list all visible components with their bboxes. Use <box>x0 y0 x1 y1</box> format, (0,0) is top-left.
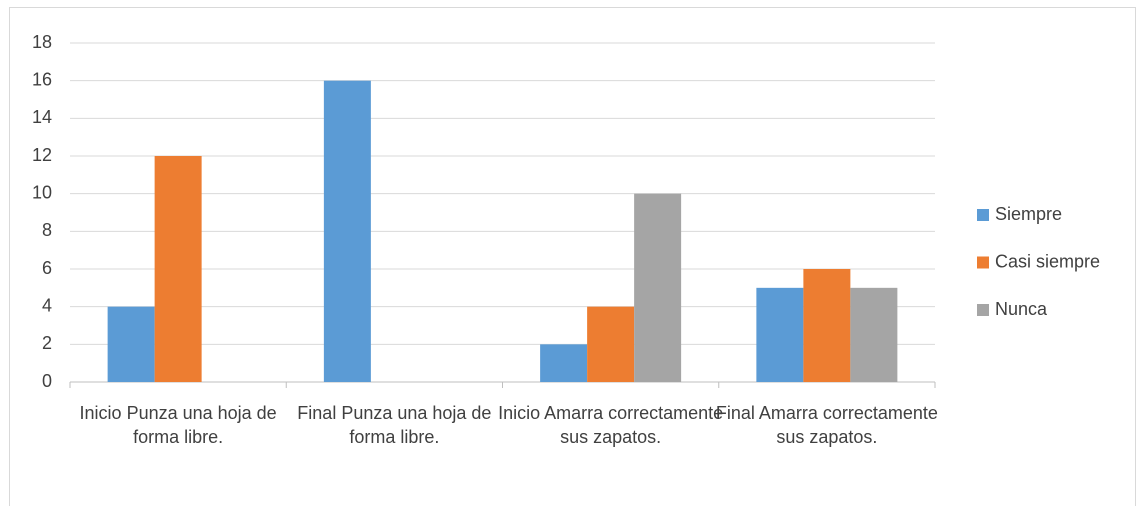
y-tick-label: 0 <box>42 371 52 391</box>
x-tick-label: Inicio Amarra correctamente sus zapatos. <box>498 403 724 447</box>
x-tick-label: Final Punza una hoja de forma libre. <box>297 403 492 447</box>
bar <box>540 344 588 382</box>
legend-swatch <box>977 304 989 316</box>
bar <box>756 287 804 382</box>
x-tick-label: Inicio Punza una hoja de forma libre. <box>79 403 277 447</box>
bar <box>587 306 635 382</box>
legend-swatch <box>977 256 989 269</box>
y-tick-label: 2 <box>42 333 52 353</box>
bar <box>803 269 851 382</box>
bar <box>634 193 682 382</box>
chart-frame <box>9 7 1136 506</box>
y-tick-label: 8 <box>42 220 52 240</box>
legend-label: Nunca <box>995 299 1048 319</box>
y-tick-label: 18 <box>32 32 52 52</box>
bar <box>107 306 155 382</box>
y-tick-label: 6 <box>42 258 52 278</box>
legend-label: Casi siempre <box>995 251 1100 271</box>
bar <box>323 80 371 383</box>
y-tick-label: 14 <box>32 107 52 127</box>
bar <box>154 156 202 382</box>
y-tick-label: 4 <box>42 295 52 315</box>
legend-swatch <box>977 209 989 221</box>
legend-label: Siempre <box>995 204 1062 224</box>
bar <box>850 287 898 382</box>
y-tick-label: 16 <box>32 69 52 89</box>
y-tick-label: 12 <box>32 145 52 165</box>
y-tick-label: 10 <box>32 182 52 202</box>
x-tick-label: Final Amarra correctamente sus zapatos. <box>715 403 938 447</box>
